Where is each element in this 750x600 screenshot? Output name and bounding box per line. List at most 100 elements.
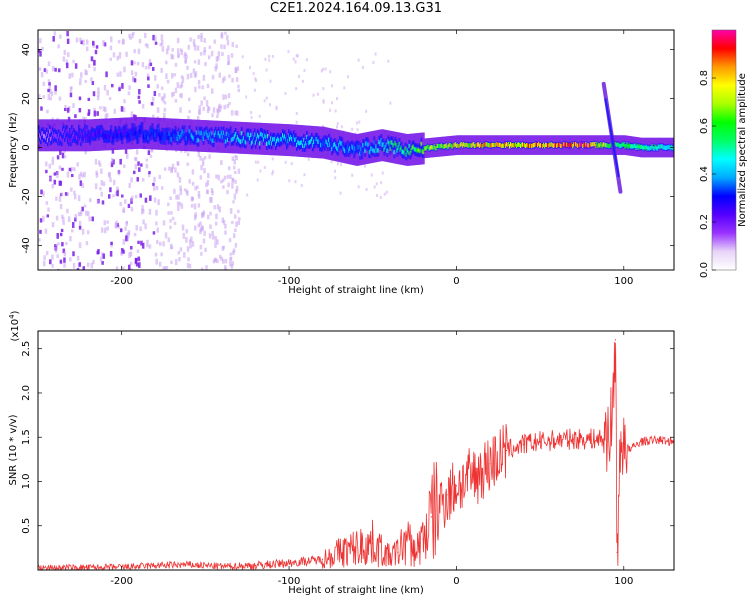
spectrogram-noise-speck — [148, 208, 152, 215]
spectrogram-noise-speck — [330, 84, 333, 88]
spectrogram-noise-speck — [158, 261, 162, 267]
snr-y-tick-label: 2.0 — [21, 385, 32, 401]
spectrogram-noise-speck — [147, 150, 151, 156]
spectrogram-noise-speck — [188, 179, 191, 184]
spectrogram-noise-speck — [156, 227, 159, 233]
spectrogram-noise-speck — [78, 262, 82, 267]
spectrogram-noise-speck — [139, 193, 142, 198]
spectrogram-noise-speck — [152, 67, 155, 71]
spectrogram-noise-speck — [78, 225, 82, 230]
spectrogram-noise-speck — [154, 35, 157, 42]
spectrogram-noise-speck — [197, 34, 200, 39]
spectrogram-noise-speck — [87, 109, 91, 115]
spectrogram-noise-speck — [169, 196, 172, 200]
spectrogram-noise-speck — [107, 194, 111, 199]
snr-line-layer — [38, 339, 674, 570]
spectrogram-noise-speck — [133, 232, 137, 237]
spectrogram-noise-speck — [271, 157, 274, 161]
spectrogram-noise-speck — [62, 221, 65, 225]
spectrogram-noise-speck — [235, 77, 239, 83]
spectrogram-noise-speck — [128, 33, 131, 39]
spectrogram-noise-speck — [164, 232, 168, 239]
snr-point — [439, 503, 441, 505]
spectrogram-noise-speck — [131, 77, 135, 83]
spectrogram-noise-speck — [165, 48, 169, 55]
spectrogram-noise-speck — [92, 91, 96, 97]
spectrogram-noise-speck — [220, 33, 224, 39]
spectrogram-noise-speck — [223, 76, 226, 81]
spectrogram-noise-speck — [257, 160, 260, 164]
spectrogram-noise-speck — [155, 185, 159, 191]
spectrogram-noise-speck — [186, 152, 190, 157]
spectrogram-noise-speck — [79, 210, 83, 215]
spectrogram-noise-speck — [216, 259, 219, 264]
spectrogram-noise-speck — [231, 182, 234, 189]
spectrogram-noise-speck — [101, 252, 104, 258]
spectrogram-noise-speck — [295, 54, 298, 58]
snr-point — [372, 542, 374, 545]
snr-x-axis-label: Height of straight line (km) — [288, 585, 424, 596]
spectrogram-noise-speck — [234, 67, 237, 74]
spectrogram-noise-speck — [102, 40, 105, 46]
spectrogram-noise-speck — [128, 182, 131, 188]
spectrogram-noise-speck — [128, 264, 131, 270]
snr-point — [154, 564, 156, 567]
snr-point — [539, 441, 541, 443]
spectrogram-noise-speck — [223, 44, 226, 50]
spectrogram-noise-speck — [295, 87, 298, 91]
spectrogram-noise-speck — [196, 45, 200, 51]
spectrogram-noise-speck — [190, 236, 193, 243]
spectrogram-noise-speck — [271, 54, 274, 58]
snr-point — [430, 516, 432, 518]
spectrogram-noise-speck — [351, 173, 354, 177]
spectrogram-noise-speck — [227, 59, 231, 65]
spectrogram-noise-speck — [385, 190, 388, 194]
spectrogram-noise-speck — [144, 66, 148, 70]
spectrogram-noise-speck — [226, 40, 230, 46]
spectrogram-noise-speck — [79, 78, 82, 83]
spectrogram-noise-speck — [182, 232, 186, 239]
spectrogram-noise-speck — [223, 104, 226, 110]
spectrogram-noise-speck — [120, 251, 123, 256]
spectrogram-noise-speck — [185, 229, 189, 234]
spectrogram-noise-speck — [78, 81, 82, 86]
spectrogram-noise-speck — [109, 57, 112, 61]
spectrogram-noise-speck — [50, 91, 54, 97]
spectrogram-noise-speck — [40, 106, 43, 111]
spectrogram-noise-speck — [162, 220, 166, 226]
spectrogram-noise-speck — [376, 193, 379, 197]
spectrogram-noise-speck — [156, 107, 160, 113]
spectrogram-noise-speck — [78, 220, 82, 227]
spectrogram-noise-speck — [202, 238, 206, 244]
spectrogram-noise-speck — [97, 160, 101, 165]
spectrogram-noise-speck — [246, 193, 249, 197]
snr-y-tick-label: 2.5 — [21, 341, 32, 357]
snr-y-tick-label: 0.5 — [21, 518, 32, 534]
spectrogram-noise-speck — [48, 81, 51, 86]
spectrogram-noise-speck — [237, 220, 241, 225]
spectrogram-noise-speck — [301, 79, 304, 83]
spectrogram-noise-speck — [112, 179, 116, 186]
spectrogram-noise-speck — [176, 161, 179, 166]
spectrogram-noise-speck — [284, 160, 287, 164]
spectrogram-noise-speck — [217, 174, 220, 181]
spectrogram-noise-speck — [166, 79, 170, 84]
spectrogram-noise-speck — [208, 233, 212, 239]
spectrogram-noise-speck — [69, 235, 72, 242]
spectrogram-noise-speck — [118, 54, 122, 59]
spectrogram-noise-speck — [214, 66, 217, 72]
spectrogram-noise-speck — [52, 36, 55, 42]
spectrogram-noise-speck — [109, 36, 113, 43]
spectrogram-noise-speck — [177, 194, 180, 200]
spectrogram-noise-speck — [78, 96, 82, 101]
spectrogram-noise-speck — [234, 179, 237, 184]
spectrogram-noise-speck — [300, 184, 303, 188]
spectrogram-noise-speck — [39, 218, 43, 223]
spectrogram-noise-speck — [137, 256, 141, 261]
spectrogram-noise-speck — [154, 252, 158, 257]
spectrogram-noise-speck — [38, 49, 41, 53]
spectrogram-noise-speck — [81, 206, 84, 212]
spectrogram-noise-speck — [74, 214, 78, 220]
spectrogram-noise-speck — [200, 251, 203, 256]
spectrogram-noise-speck — [101, 200, 105, 205]
